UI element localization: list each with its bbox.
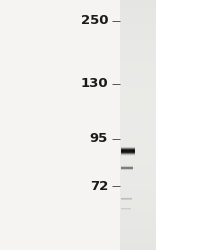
Bar — [121, 151, 135, 152]
Bar — [121, 168, 133, 169]
Bar — [121, 167, 133, 168]
Text: 130: 130 — [80, 77, 108, 90]
Bar — [121, 152, 135, 153]
Bar — [121, 168, 133, 169]
Bar — [121, 153, 135, 154]
Bar — [121, 150, 135, 151]
Text: 72: 72 — [90, 180, 108, 193]
Bar — [121, 148, 135, 149]
Bar — [121, 149, 135, 150]
Bar — [121, 167, 133, 168]
Bar — [121, 151, 135, 152]
Bar — [121, 148, 135, 149]
Bar — [121, 153, 135, 154]
Bar — [121, 154, 135, 155]
Text: 95: 95 — [90, 132, 108, 145]
Bar — [121, 151, 135, 152]
Bar — [121, 147, 135, 148]
Bar — [121, 152, 135, 153]
Bar — [121, 150, 135, 151]
Bar — [156, 0, 216, 250]
Bar — [121, 166, 133, 167]
Bar — [121, 152, 135, 153]
Bar — [121, 154, 135, 155]
Bar — [121, 147, 135, 148]
Text: 250: 250 — [81, 14, 108, 27]
Bar — [121, 168, 133, 169]
Bar — [121, 154, 135, 155]
Bar — [121, 149, 135, 150]
Bar — [121, 167, 133, 168]
Bar — [121, 153, 135, 154]
Bar — [121, 155, 135, 156]
Bar — [121, 169, 133, 170]
Bar — [121, 169, 133, 170]
Bar — [121, 166, 133, 167]
